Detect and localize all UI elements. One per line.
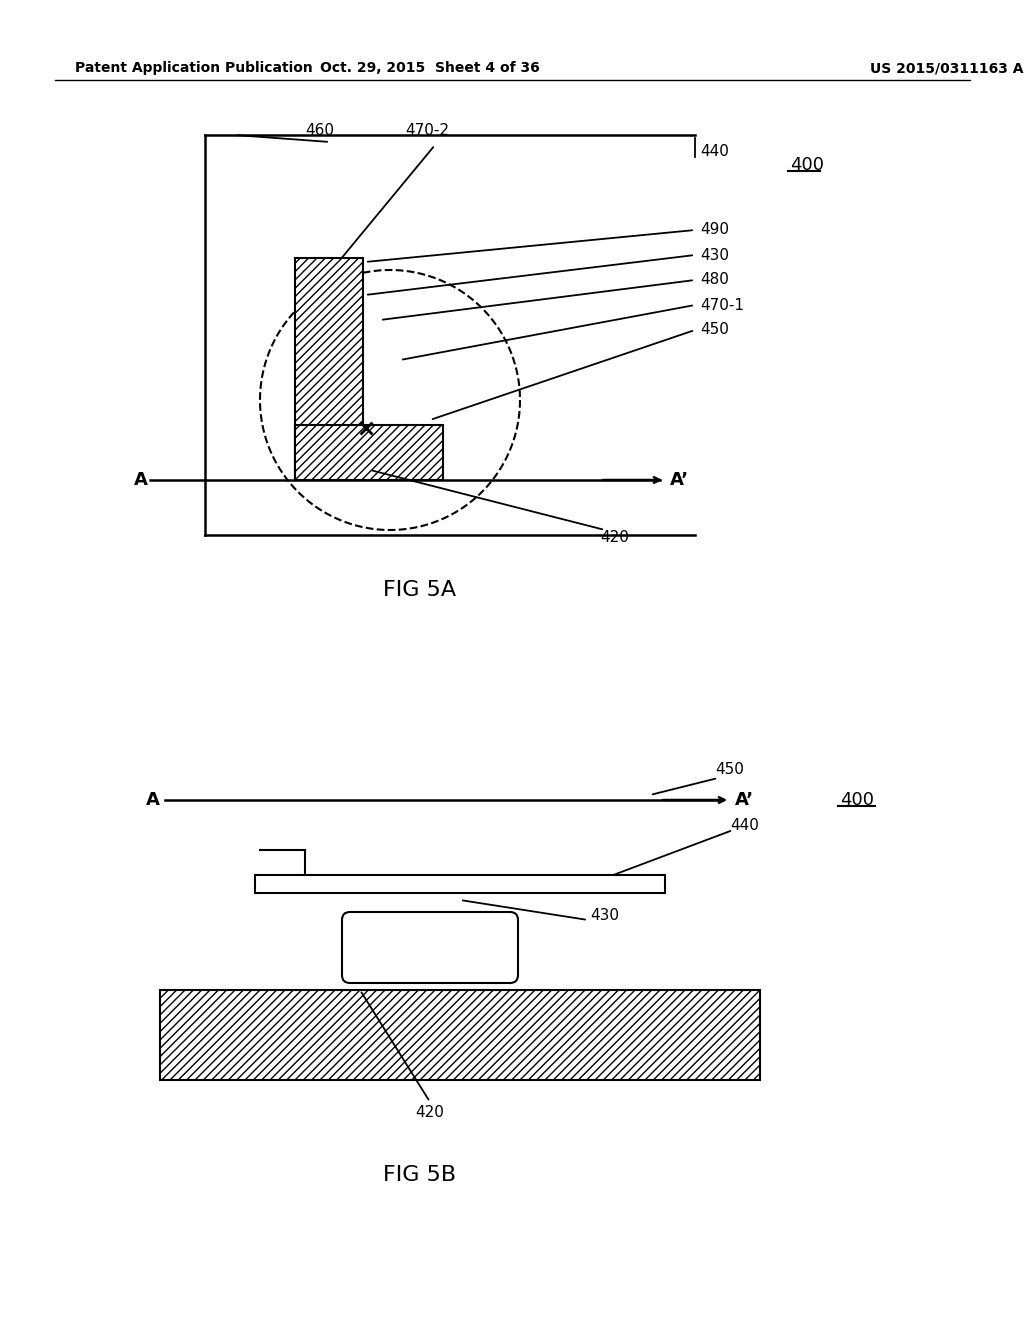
Text: 400: 400 (840, 791, 874, 809)
Text: 450: 450 (700, 322, 729, 338)
Text: FIG 5A: FIG 5A (383, 579, 457, 601)
Text: Patent Application Publication: Patent Application Publication (75, 61, 312, 75)
Text: 470-2: 470-2 (406, 123, 449, 139)
Text: 450: 450 (715, 763, 743, 777)
Text: A’: A’ (735, 791, 754, 809)
Text: Oct. 29, 2015  Sheet 4 of 36: Oct. 29, 2015 Sheet 4 of 36 (321, 61, 540, 75)
Bar (255, 875, 665, 894)
Text: 480: 480 (700, 272, 729, 288)
Text: A’: A’ (670, 471, 689, 488)
Text: 400: 400 (790, 156, 824, 174)
Bar (295, 425, 443, 480)
Text: 490: 490 (700, 223, 729, 238)
Text: 420: 420 (416, 1105, 444, 1119)
Text: US 2015/0311163 A1: US 2015/0311163 A1 (870, 61, 1024, 75)
Text: 430: 430 (700, 248, 729, 263)
Text: FIG 5B: FIG 5B (383, 1166, 457, 1185)
Text: 440: 440 (700, 144, 729, 160)
Text: 470-1: 470-1 (700, 297, 744, 313)
Text: 410: 410 (720, 1052, 749, 1068)
Text: 440: 440 (730, 817, 759, 833)
Bar (160, 990, 760, 1080)
Bar (295, 257, 362, 480)
Text: 420: 420 (600, 531, 629, 545)
Text: A: A (134, 471, 148, 488)
FancyBboxPatch shape (342, 912, 518, 983)
Text: A: A (146, 791, 160, 809)
Text: 460: 460 (305, 123, 334, 139)
Text: 430: 430 (590, 908, 618, 923)
